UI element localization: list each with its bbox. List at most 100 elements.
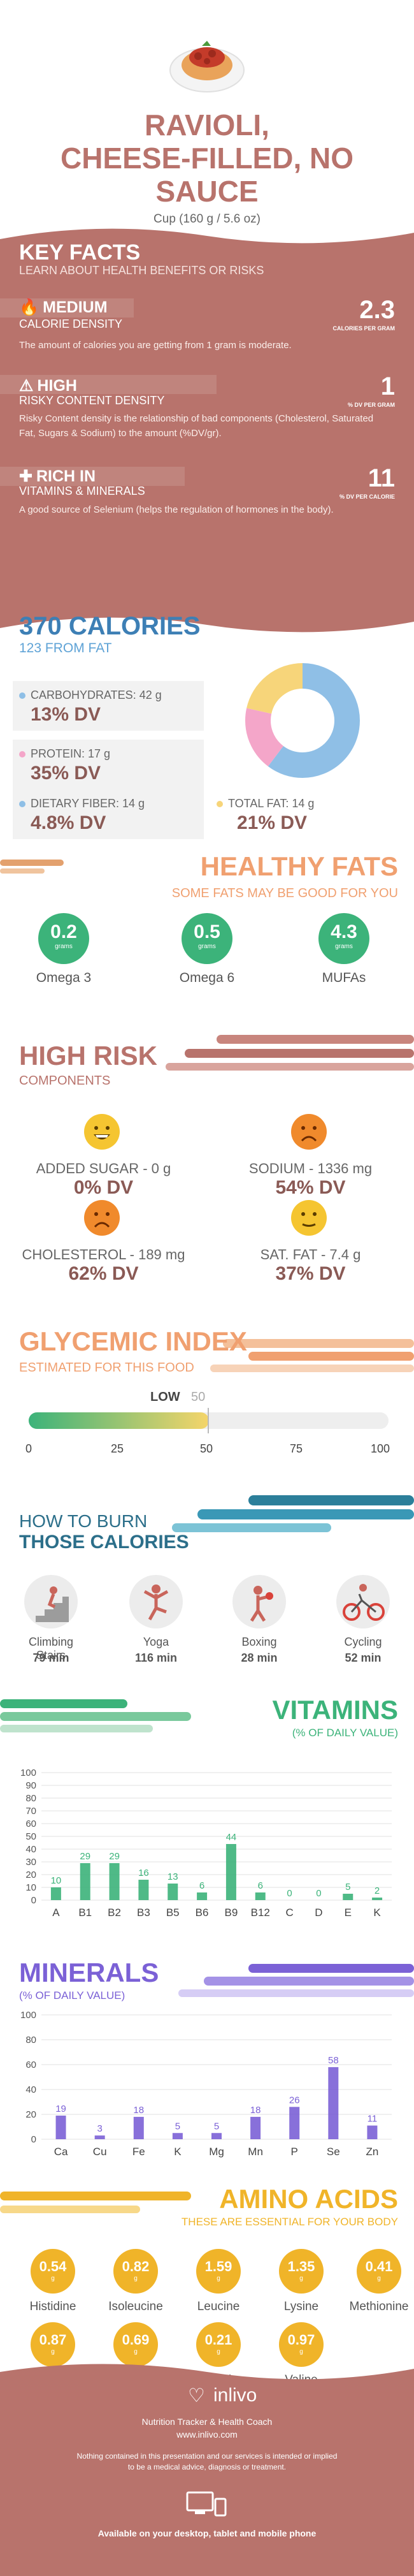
omega3-circle: 0.2 grams bbox=[38, 913, 89, 964]
decor-stripes bbox=[0, 2192, 191, 2213]
fiber-dot bbox=[19, 800, 25, 807]
sodium-dv: 54% DV bbox=[275, 1177, 346, 1198]
protein-dot bbox=[19, 750, 25, 757]
donut-protein-arc bbox=[245, 663, 360, 778]
risky-content-desc: Risky Content density is the relationshi… bbox=[19, 413, 374, 439]
mineral-value-label: 11 bbox=[368, 2114, 378, 2125]
decor-stripes bbox=[178, 1964, 414, 1997]
devices-icon bbox=[186, 2491, 227, 2517]
vitamin-value-label: 6 bbox=[199, 1880, 204, 1891]
fiber-dv: 4.8% DV bbox=[31, 812, 106, 833]
level-text: HIGH bbox=[37, 376, 77, 395]
mineral-bar-Fe bbox=[133, 2116, 144, 2139]
amino-unit: g bbox=[217, 2348, 220, 2355]
footer-background bbox=[0, 2364, 414, 2576]
cholesterol-label: CHOLESTEROL - 189 mg bbox=[22, 1247, 185, 1262]
amino-value: 0.41 bbox=[365, 2258, 393, 2274]
amino-unit: g bbox=[377, 2275, 381, 2282]
title-line-2: CHEESE-FILLED, NO bbox=[60, 142, 354, 175]
amino-value: 0.97 bbox=[287, 2332, 315, 2348]
mineral-bar-K bbox=[172, 2133, 183, 2139]
vitamin-value-label: 29 bbox=[80, 1851, 90, 1862]
happy-face-icon bbox=[84, 1114, 120, 1150]
glycemic-title: GLYCEMIC INDEX bbox=[19, 1326, 247, 1356]
vitamin-category-label: B5 bbox=[166, 1906, 180, 1919]
added-sugar-dv: 0% DV bbox=[73, 1177, 134, 1198]
carbs-dot bbox=[19, 692, 25, 699]
vitamin-value-label: 16 bbox=[138, 1868, 149, 1878]
gi-tick: 25 bbox=[111, 1442, 124, 1455]
fat-dot bbox=[217, 800, 223, 807]
mineral-bar-Mn bbox=[250, 2116, 261, 2139]
amino-circle: 1.35 g bbox=[279, 2249, 324, 2294]
glycemic-value: 50 bbox=[191, 1390, 206, 1404]
calories-title: 370 CALORIES bbox=[19, 612, 201, 640]
vitamin-bar-B12 bbox=[255, 1892, 266, 1900]
vitamins-minerals-level: ✚ RICH IN bbox=[19, 467, 96, 486]
vitamin-value-label: 6 bbox=[258, 1880, 263, 1891]
calories-from-fat: 123 FROM FAT bbox=[19, 641, 112, 655]
amino-unit: g bbox=[134, 2348, 138, 2355]
mineral-ytick-label: 80 bbox=[25, 2035, 36, 2045]
vitamins-title: VITAMINS bbox=[272, 1695, 398, 1725]
sad-face-icon bbox=[291, 1114, 327, 1150]
fiber-box bbox=[13, 789, 204, 839]
vitamin-ytick-label: 60 bbox=[25, 1819, 36, 1829]
vitamin-category-label: C bbox=[285, 1906, 293, 1919]
page-title: RAVIOLI, CHEESE-FILLED, NO SAUCE bbox=[0, 108, 414, 208]
cholesterol-dv: 62% DV bbox=[68, 1263, 139, 1284]
mineral-value-label: 5 bbox=[175, 2121, 180, 2132]
amino-circle: 0.54 g bbox=[31, 2249, 75, 2294]
serving-size: Cup (160 g / 5.6 oz) bbox=[153, 212, 261, 226]
donut-fat-arc bbox=[245, 663, 360, 778]
omega3-name: Omega 3 bbox=[36, 970, 92, 985]
mineral-ytick-label: 100 bbox=[20, 2010, 36, 2021]
mineral-bar-Cu bbox=[94, 2135, 105, 2139]
vitamin-ytick-label: 100 bbox=[20, 1767, 36, 1778]
cycling-icon bbox=[336, 1575, 390, 1628]
yoga-icon bbox=[129, 1575, 183, 1628]
healthy-fats-subtitle: SOME FATS MAY BE GOOD FOR YOU bbox=[171, 886, 398, 900]
fiber-label: DIETARY FIBER: 14 g bbox=[19, 797, 145, 810]
carbs-box bbox=[13, 681, 204, 731]
protein-dv: 35% DV bbox=[31, 763, 101, 784]
title-line-3: SAUCE bbox=[155, 175, 259, 208]
glycemic-level: LOW bbox=[150, 1390, 180, 1404]
glycemic-fill bbox=[29, 1412, 209, 1429]
burn-activity-name: Yoga bbox=[143, 1636, 169, 1648]
fiber-text: DIETARY FIBER: 14 g bbox=[31, 797, 145, 810]
protein-box bbox=[13, 740, 204, 789]
vitamin-value-label: 10 bbox=[51, 1875, 62, 1886]
high-risk-title: HIGH RISK bbox=[19, 1041, 158, 1071]
minerals-title: MINERALS bbox=[19, 1958, 159, 1987]
mineral-value-label: 19 bbox=[55, 2104, 66, 2114]
vitamin-bar-B2 bbox=[109, 1863, 120, 1900]
mineral-value-label: 18 bbox=[133, 2105, 144, 2116]
mineral-bar-Zn bbox=[367, 2125, 378, 2139]
decor-stripes bbox=[0, 860, 64, 874]
burn-activity-name: Cycling bbox=[344, 1636, 382, 1648]
vitamin-category-label: B6 bbox=[196, 1906, 209, 1919]
calorie-density-level: 🔥 MEDIUM bbox=[19, 298, 108, 317]
mineral-category-label: Fe bbox=[132, 2146, 145, 2158]
amino-name: Methionine bbox=[349, 2300, 409, 2313]
risky-content-label: RISKY CONTENT DENSITY bbox=[19, 394, 165, 407]
vitamin-value-label: 5 bbox=[345, 1882, 350, 1892]
vitamins-subtitle: (% OF DAILY VALUE) bbox=[292, 1727, 398, 1739]
amino-value: 0.54 bbox=[39, 2258, 67, 2274]
fire-icon: 🔥 bbox=[19, 298, 39, 316]
vitamin-ytick-label: 50 bbox=[25, 1831, 36, 1842]
vitamin-ytick-label: 70 bbox=[25, 1806, 36, 1817]
vitamin-category-label: D bbox=[315, 1906, 322, 1919]
burn-title-2: THOSE CALORIES bbox=[19, 1532, 189, 1553]
protein-label: PROTEIN: 17 g bbox=[19, 747, 110, 761]
vitamins-bar-chart: 010203040506070809010010A29B129B216B313B… bbox=[20, 1767, 392, 1919]
amino-unit: g bbox=[51, 2348, 55, 2355]
footer-url: www.inlivo.com bbox=[176, 2429, 238, 2440]
warning-icon: ⚠ bbox=[19, 377, 34, 395]
omega6-value: 0.5 bbox=[194, 921, 220, 942]
calorie-density-desc: The amount of calories you are getting f… bbox=[19, 340, 292, 351]
vitamins-minerals-desc: A good source of Selenium (helps the reg… bbox=[19, 504, 334, 515]
vitamin-ytick-label: 80 bbox=[25, 1793, 36, 1804]
fat-text: TOTAL FAT: 14 g bbox=[228, 797, 315, 810]
